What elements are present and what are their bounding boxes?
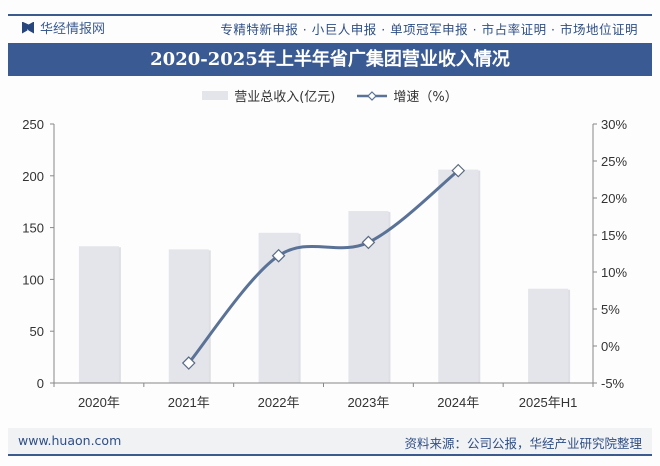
chart-title: 2020-2025年上半年省广集团营业收入情况: [8, 43, 652, 76]
right-tick-label: -5%: [601, 376, 625, 391]
legend-label: 增速（%）: [393, 90, 458, 105]
x-tick-label: 2022年: [258, 395, 300, 410]
left-tick-label: 250: [22, 117, 44, 132]
x-tick-label: 2021年: [168, 395, 210, 410]
left-tick-label: 100: [22, 272, 44, 287]
legend-label: 营业总收入(亿元): [234, 90, 336, 105]
x-tick-label: 2025年H1: [519, 395, 578, 410]
right-tick-label: 20%: [601, 191, 627, 206]
growth-line: [187, 169, 460, 364]
right-tick-label: 15%: [601, 228, 627, 243]
brand: 华经情报网: [22, 18, 105, 37]
bar: [528, 288, 569, 383]
legend-item-revenue: 营业总收入(亿元): [202, 86, 335, 105]
growth-point: [451, 163, 466, 178]
footer: www.huaon.com 资料来源：公司公报，华经产业研究院整理: [8, 428, 652, 456]
right-tick-label: 25%: [601, 154, 627, 169]
plot-area: 0 50 100 150 200 250 -5% 0% 5% 10% 15% 20% 25% 30% 202…: [22, 117, 627, 410]
x-tick-label: 2024年: [437, 395, 479, 410]
right-tick-label: 5%: [601, 302, 620, 317]
logo-icon: [22, 21, 34, 34]
services-text: 专精特新申报 · 小巨人申报 · 单项冠军申报 · 市占率证明 · 市场地位证明: [220, 22, 638, 37]
left-tick-label: 150: [22, 221, 44, 236]
bar-swatch: [202, 91, 229, 100]
growth-point: [181, 356, 196, 370]
left-tick-label: 200: [22, 169, 44, 184]
left-tick-label: 0: [37, 376, 44, 391]
growth-point: [271, 248, 286, 263]
brand-name: 华经情报网: [40, 22, 106, 37]
legend: 营业总收入(亿元) 增速（%）: [0, 86, 660, 105]
x-tick-label: 2023年: [347, 395, 389, 410]
bar: [78, 246, 119, 383]
x-tick-label: 2020年: [78, 395, 120, 410]
right-tick-label: 0%: [601, 339, 620, 354]
legend-item-growth: 增速（%）: [357, 86, 458, 105]
right-tick-label: 10%: [601, 265, 627, 280]
right-tick-label: 30%: [601, 117, 627, 132]
growth-point: [361, 235, 376, 250]
website: www.huaon.com: [18, 433, 122, 448]
top-divider: [8, 14, 652, 16]
line-swatch-icon: [357, 90, 388, 101]
source-note: 资料来源：公司公报，华经产业研究院整理: [404, 436, 642, 451]
left-tick-label: 50: [30, 324, 44, 339]
bar: [438, 169, 479, 383]
